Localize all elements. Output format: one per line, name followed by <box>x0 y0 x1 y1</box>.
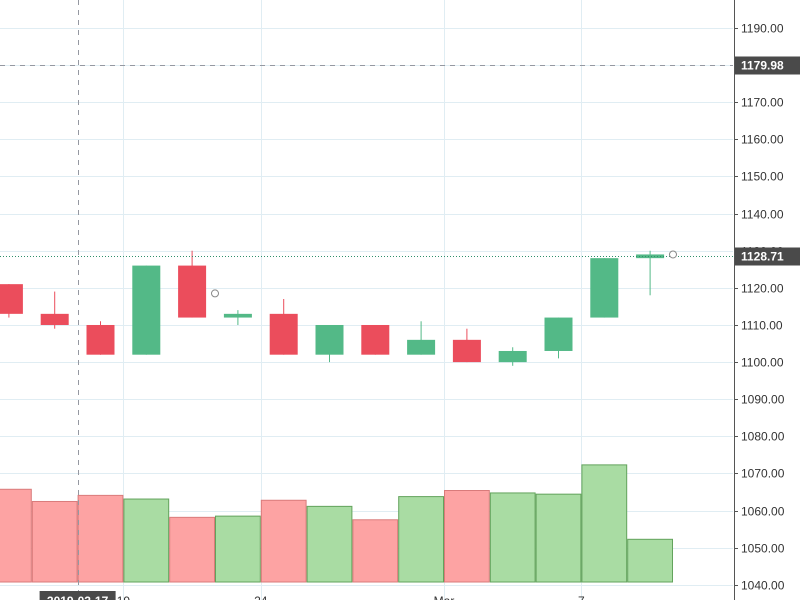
price-tick-label: 1050.00 <box>741 542 785 556</box>
price-tick-label: 1110.00 <box>741 319 783 333</box>
volume-bar <box>535 493 582 583</box>
volume-bar <box>0 488 32 583</box>
volume-bar <box>352 519 399 583</box>
volume-bar <box>123 498 170 583</box>
price-tick-label: 1140.00 <box>741 208 784 222</box>
price-tick-label: 1080.00 <box>741 430 785 444</box>
price-marker <box>211 289 219 298</box>
volume-bar <box>306 505 353 583</box>
crosshair-price-label: 1179.98 <box>741 59 784 73</box>
candle-body <box>498 350 527 363</box>
overlay-layer <box>0 0 733 600</box>
candle-body <box>315 324 344 355</box>
candle-layer <box>0 250 665 366</box>
last-price-label-bg <box>735 247 800 266</box>
volume-bar <box>77 494 124 583</box>
price-tick-label: 1170.00 <box>741 96 784 110</box>
price-tick-label: 1160.00 <box>741 133 784 147</box>
time-tick-label: 7 <box>578 594 585 600</box>
volume-bar <box>581 464 628 583</box>
last-price-label: 1128.71 <box>741 250 784 264</box>
candle-body <box>40 313 69 325</box>
candle-body <box>361 324 390 355</box>
candle-body <box>0 284 23 314</box>
candle-body <box>223 313 252 318</box>
crosshair-price-label-bg <box>735 56 800 75</box>
price-tick-label: 1040.00 <box>741 579 785 593</box>
price-tick-label: 1100.00 <box>741 356 784 370</box>
price-tick-label: 1070.00 <box>741 467 785 481</box>
candle-body <box>132 265 161 355</box>
grid-layer <box>0 0 733 600</box>
time-tick-label: 19 <box>117 594 131 600</box>
price-tick-label: 1120.00 <box>741 282 784 296</box>
crosshair-date-label: 2019-02-17 <box>47 594 109 600</box>
price-axis[interactable]: 1040.00 1050.00 1060.00 1070.00 1080.00 1090.… <box>734 0 800 600</box>
price-tick-label: 1150.00 <box>741 170 784 184</box>
candle-body <box>178 265 207 318</box>
candle-body <box>269 313 298 355</box>
candle-body <box>544 317 573 351</box>
volume-bar <box>215 515 261 583</box>
price-axis-background <box>734 0 800 600</box>
volume-bar <box>489 492 536 583</box>
time-tick-label: Mar <box>434 594 455 600</box>
candle-body <box>86 324 115 355</box>
price-tick-label: 1060.00 <box>741 505 785 519</box>
time-tick-label: 24 <box>254 594 268 600</box>
volume-bar <box>444 490 490 583</box>
price-tick-label: 1190.00 <box>741 22 784 36</box>
volume-layer <box>0 464 674 583</box>
price-tick-label: 1090.00 <box>741 393 785 407</box>
volume-bar <box>169 516 215 583</box>
candle-body <box>636 254 665 259</box>
volume-bar <box>627 538 674 583</box>
candle-body <box>452 339 481 363</box>
volume-bar <box>31 500 78 583</box>
price-marker <box>669 250 677 259</box>
candle-body <box>590 258 619 318</box>
time-axis[interactable]: 141924Mar72019-02-17 <box>0 591 585 605</box>
volume-bar <box>398 496 445 583</box>
volume-bar <box>260 499 307 583</box>
candle-body <box>407 339 436 355</box>
